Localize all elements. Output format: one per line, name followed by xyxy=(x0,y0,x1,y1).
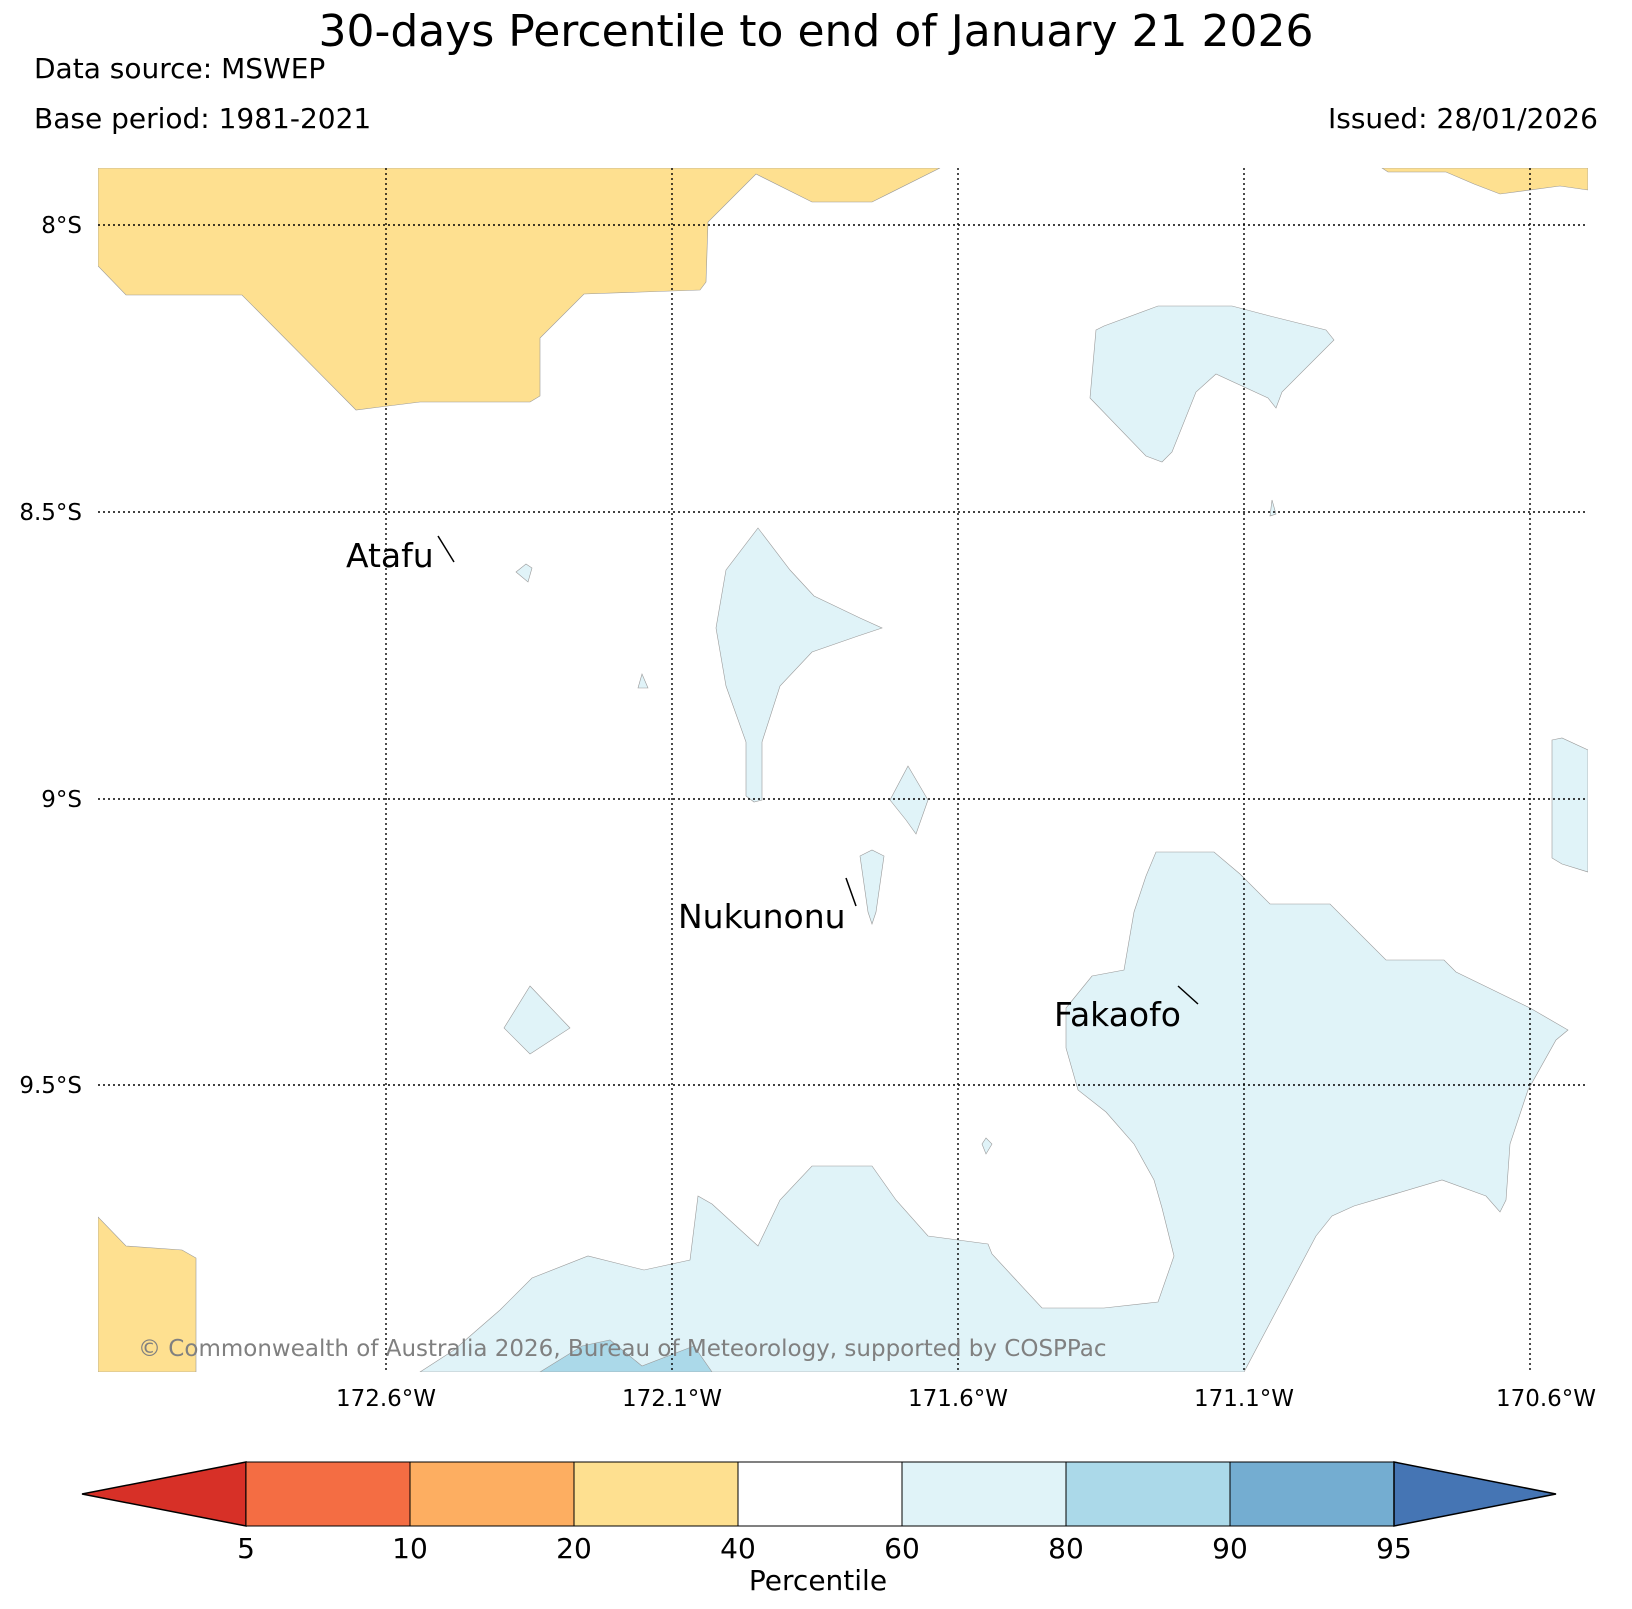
lat-label-9s: 9°S xyxy=(41,787,82,813)
issued-date-label: Issued: 28/01/2026 xyxy=(1328,102,1598,135)
colorbar-tick-90: 90 xyxy=(1212,1532,1248,1565)
lat-label-8s: 8°S xyxy=(41,213,82,239)
colorbar-extend-high xyxy=(1393,1461,1557,1527)
region-60-80-northeast xyxy=(1089,305,1335,463)
colorbar-tick-40: 40 xyxy=(720,1532,756,1565)
region-60-80-southeast xyxy=(419,851,1569,1372)
region-60-80-small-diamond xyxy=(889,765,929,835)
colorbar-bin-60-80 xyxy=(901,1461,1067,1527)
map-area: Atafu Nukunonu Fakaofo © Commonwealth of… xyxy=(98,168,1588,1372)
colorbar-tick-5: 5 xyxy=(237,1532,255,1565)
region-20-40-north xyxy=(98,168,941,411)
colorbar-title: Percentile xyxy=(749,1564,887,1597)
place-label-nukunonu: Nukunonu xyxy=(678,897,846,936)
lon-label-172-6w: 172.6°W xyxy=(336,1386,436,1412)
colorbar-bin-20-40 xyxy=(573,1461,739,1527)
lon-label-170-6w: 170.6°W xyxy=(1496,1386,1596,1412)
colorbar: 5 10 20 40 60 80 90 95 Percentile xyxy=(81,1461,1557,1597)
colorbar-tick-95: 95 xyxy=(1376,1532,1412,1565)
lat-label-8-5s: 8.5°S xyxy=(19,500,82,526)
colorbar-tick-20: 20 xyxy=(556,1532,592,1565)
base-period-label: Base period: 1981-2021 xyxy=(34,102,372,135)
region-80-90-south xyxy=(539,1339,713,1372)
copyright-notice: © Commonwealth of Australia 2026, Bureau… xyxy=(138,1336,1107,1362)
colorbar-tick-60: 60 xyxy=(884,1532,920,1565)
region-60-80-west xyxy=(503,985,571,1055)
map-title: 30-days Percentile to end of January 21 … xyxy=(318,6,1314,57)
colorbar-bin-80-90 xyxy=(1065,1461,1231,1527)
place-label-atafu: Atafu xyxy=(346,536,434,575)
colorbar-tick-10: 10 xyxy=(392,1532,428,1565)
colorbar-bin-10-20 xyxy=(409,1461,575,1527)
region-60-80-tiny-2 xyxy=(637,673,649,689)
region-60-80-tiny-4 xyxy=(981,1137,993,1155)
region-20-40-southwest xyxy=(98,1216,197,1372)
region-60-80-tiny-3 xyxy=(1269,499,1277,517)
colorbar-bin-90-95 xyxy=(1229,1461,1395,1527)
lat-label-9-5s: 9.5°S xyxy=(19,1073,82,1099)
region-60-80-central xyxy=(715,527,883,803)
fakaofo-pointer xyxy=(1177,985,1199,1005)
region-60-80-east-edge xyxy=(1551,737,1588,873)
map-gridlines xyxy=(98,168,1588,1372)
atafu-pointer xyxy=(437,535,455,563)
colorbar-bin-40-60 xyxy=(737,1461,903,1527)
colorbar-bin-5-10 xyxy=(245,1461,411,1527)
colorbar-tick-80: 80 xyxy=(1048,1532,1084,1565)
region-60-80-tiny-1 xyxy=(515,563,533,583)
region-20-40-northeast xyxy=(1381,168,1588,195)
colorbar-extend-low xyxy=(81,1461,247,1527)
lon-label-171-6w: 171.6°W xyxy=(908,1386,1008,1412)
lon-label-171-1w: 171.1°W xyxy=(1194,1386,1294,1412)
place-label-fakaofo: Fakaofo xyxy=(1054,995,1181,1034)
region-60-80-sliver xyxy=(859,849,885,925)
nukunonu-pointer xyxy=(845,877,857,907)
lon-label-172-1w: 172.1°W xyxy=(622,1386,722,1412)
data-source-label: Data source: MSWEP xyxy=(34,52,326,85)
